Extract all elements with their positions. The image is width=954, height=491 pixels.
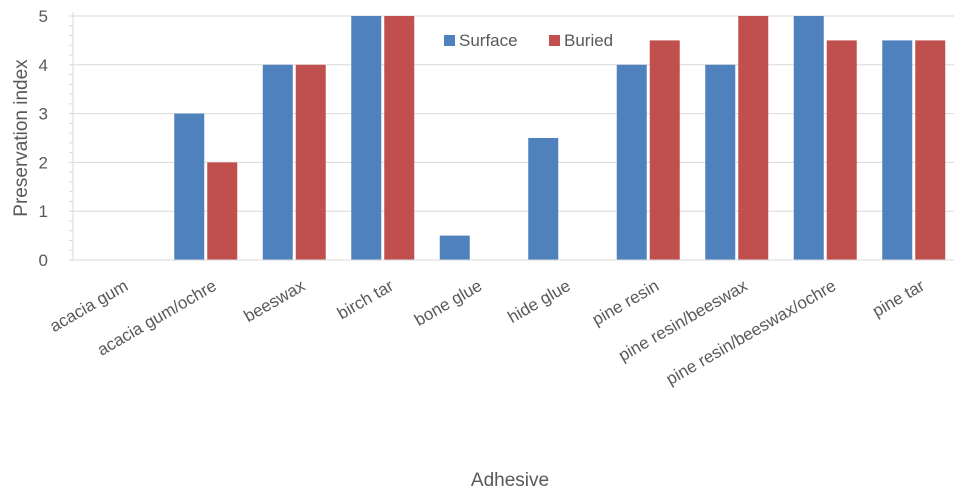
x-category-label: acacia gum [46,276,131,336]
bar-surface [616,64,647,260]
bar-surface [174,113,205,260]
bar-surface [262,64,293,260]
y-tick-label: 4 [39,56,48,75]
y-tick-label: 1 [39,202,48,221]
legend-label-buried: Buried [564,31,613,50]
bar-surface [439,235,470,260]
bars [174,16,946,261]
x-category-label: beeswax [241,276,309,326]
bar-buried [207,162,238,260]
y-tick-label: 2 [39,153,48,172]
bar-buried [915,40,946,261]
bar-buried [295,64,326,260]
y-tick-label: 5 [39,7,48,26]
legend-swatch-surface [444,35,455,46]
x-category-label: pine resin/beeswax/ochre [663,276,839,389]
x-axis-title: Adhesive [471,470,549,491]
bar-buried [826,40,857,261]
bar-surface [793,16,824,260]
bar-buried [384,16,415,260]
bar-surface [882,40,913,261]
legend: Surface Buried [444,31,613,50]
x-category-label: pine tar [869,276,928,321]
y-axis-title: Preservation index [11,59,32,217]
x-category-label: hide glue [504,276,573,327]
bar-buried [649,40,680,261]
legend-swatch-buried [549,35,560,46]
bar-surface [528,138,559,260]
x-category-label: bone glue [411,276,485,330]
x-category-label: birch tar [334,276,397,323]
x-category-label: pine resin [589,276,662,329]
bar-surface [351,16,382,260]
bar-buried [738,16,769,260]
axes [69,12,954,261]
y-tick-label: 3 [39,105,48,124]
bar-surface [705,64,736,260]
y-tick-label: 0 [39,251,48,270]
legend-label-surface: Surface [459,31,518,50]
y-tick-labels: 0 1 2 3 4 5 [39,7,48,270]
